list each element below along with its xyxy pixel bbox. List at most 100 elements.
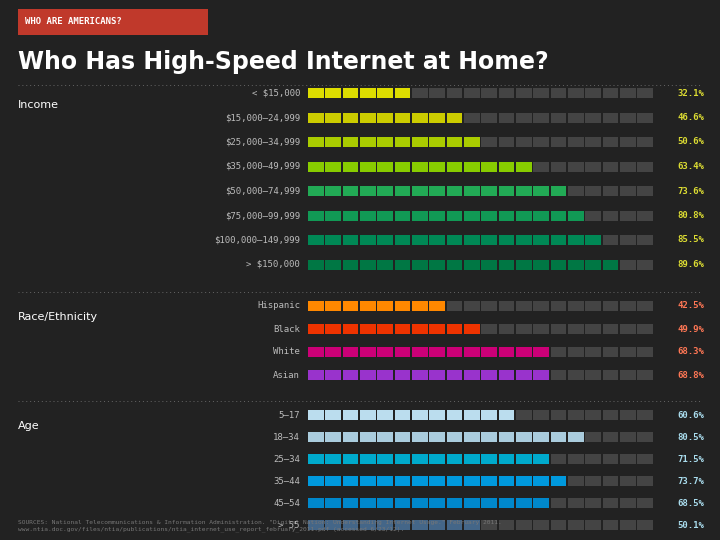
Bar	[534, 186, 549, 196]
Bar	[446, 161, 462, 172]
Bar	[429, 301, 445, 311]
Bar	[637, 137, 653, 147]
Bar	[620, 476, 636, 486]
Bar	[585, 260, 601, 269]
Bar	[603, 432, 618, 442]
Bar	[343, 161, 359, 172]
Bar	[620, 260, 636, 269]
Bar	[534, 112, 549, 123]
Bar	[637, 112, 653, 123]
Bar	[446, 454, 462, 464]
Bar	[585, 476, 601, 486]
Bar	[568, 301, 584, 311]
Bar	[343, 186, 359, 196]
Bar	[499, 432, 514, 442]
Bar	[603, 498, 618, 508]
Bar	[308, 454, 323, 464]
Bar	[360, 347, 376, 357]
Bar	[499, 324, 514, 334]
Text: 35–44: 35–44	[273, 476, 300, 485]
Bar	[377, 520, 393, 530]
Bar	[534, 235, 549, 245]
Bar	[534, 161, 549, 172]
Bar	[568, 112, 584, 123]
Bar	[534, 301, 549, 311]
Bar	[377, 324, 393, 334]
Text: $100,000–149,999: $100,000–149,999	[214, 235, 300, 245]
Bar	[603, 211, 618, 220]
Bar	[603, 112, 618, 123]
Bar	[308, 520, 323, 530]
Bar	[412, 347, 428, 357]
Bar	[499, 347, 514, 357]
Bar	[446, 186, 462, 196]
Bar	[325, 498, 341, 508]
Bar	[603, 137, 618, 147]
Bar	[534, 432, 549, 442]
Bar	[637, 432, 653, 442]
Bar	[308, 137, 323, 147]
Bar	[620, 161, 636, 172]
Bar	[620, 112, 636, 123]
Bar	[377, 186, 393, 196]
Bar	[446, 476, 462, 486]
Bar	[551, 161, 567, 172]
Bar	[446, 520, 462, 530]
Bar	[395, 476, 410, 486]
Bar	[360, 260, 376, 269]
Bar	[325, 137, 341, 147]
Bar	[585, 112, 601, 123]
Bar	[637, 186, 653, 196]
Text: WHO ARE AMERICANS?: WHO ARE AMERICANS?	[25, 17, 122, 26]
Bar	[499, 498, 514, 508]
Bar	[637, 476, 653, 486]
Bar	[395, 410, 410, 420]
Bar	[360, 137, 376, 147]
Bar	[412, 410, 428, 420]
Bar	[377, 161, 393, 172]
Bar	[482, 347, 497, 357]
Bar	[568, 370, 584, 380]
Text: 80.8%: 80.8%	[677, 211, 704, 220]
Bar	[516, 137, 531, 147]
Bar	[308, 161, 323, 172]
Bar	[499, 211, 514, 220]
Bar	[325, 88, 341, 98]
Bar	[568, 454, 584, 464]
Bar	[360, 432, 376, 442]
Bar	[482, 324, 497, 334]
Bar	[620, 88, 636, 98]
Bar	[429, 410, 445, 420]
Bar	[412, 370, 428, 380]
Bar	[412, 454, 428, 464]
Bar	[308, 186, 323, 196]
Bar	[551, 324, 567, 334]
Text: Income: Income	[18, 100, 59, 110]
Bar	[637, 520, 653, 530]
Bar	[446, 88, 462, 98]
Bar	[620, 370, 636, 380]
Bar	[395, 324, 410, 334]
Bar	[620, 454, 636, 464]
Bar	[343, 235, 359, 245]
Text: Age: Age	[18, 421, 40, 431]
Bar	[464, 301, 480, 311]
Bar	[499, 112, 514, 123]
Bar	[620, 410, 636, 420]
Bar	[568, 432, 584, 442]
Bar	[620, 235, 636, 245]
Bar	[534, 211, 549, 220]
Text: SOURCES: National Telecommunications & Information Administration. "Digital Nati: SOURCES: National Telecommunications & I…	[18, 520, 502, 532]
Bar	[395, 112, 410, 123]
Bar	[325, 260, 341, 269]
Bar	[325, 324, 341, 334]
Bar	[446, 370, 462, 380]
Text: 32.1%: 32.1%	[677, 89, 704, 98]
Bar	[360, 211, 376, 220]
Text: 80.5%: 80.5%	[677, 433, 704, 442]
Bar	[482, 410, 497, 420]
Bar	[516, 454, 531, 464]
Text: Who Has High-Speed Internet at Home?: Who Has High-Speed Internet at Home?	[18, 50, 549, 74]
Text: 71.5%: 71.5%	[677, 455, 704, 463]
Bar	[637, 260, 653, 269]
